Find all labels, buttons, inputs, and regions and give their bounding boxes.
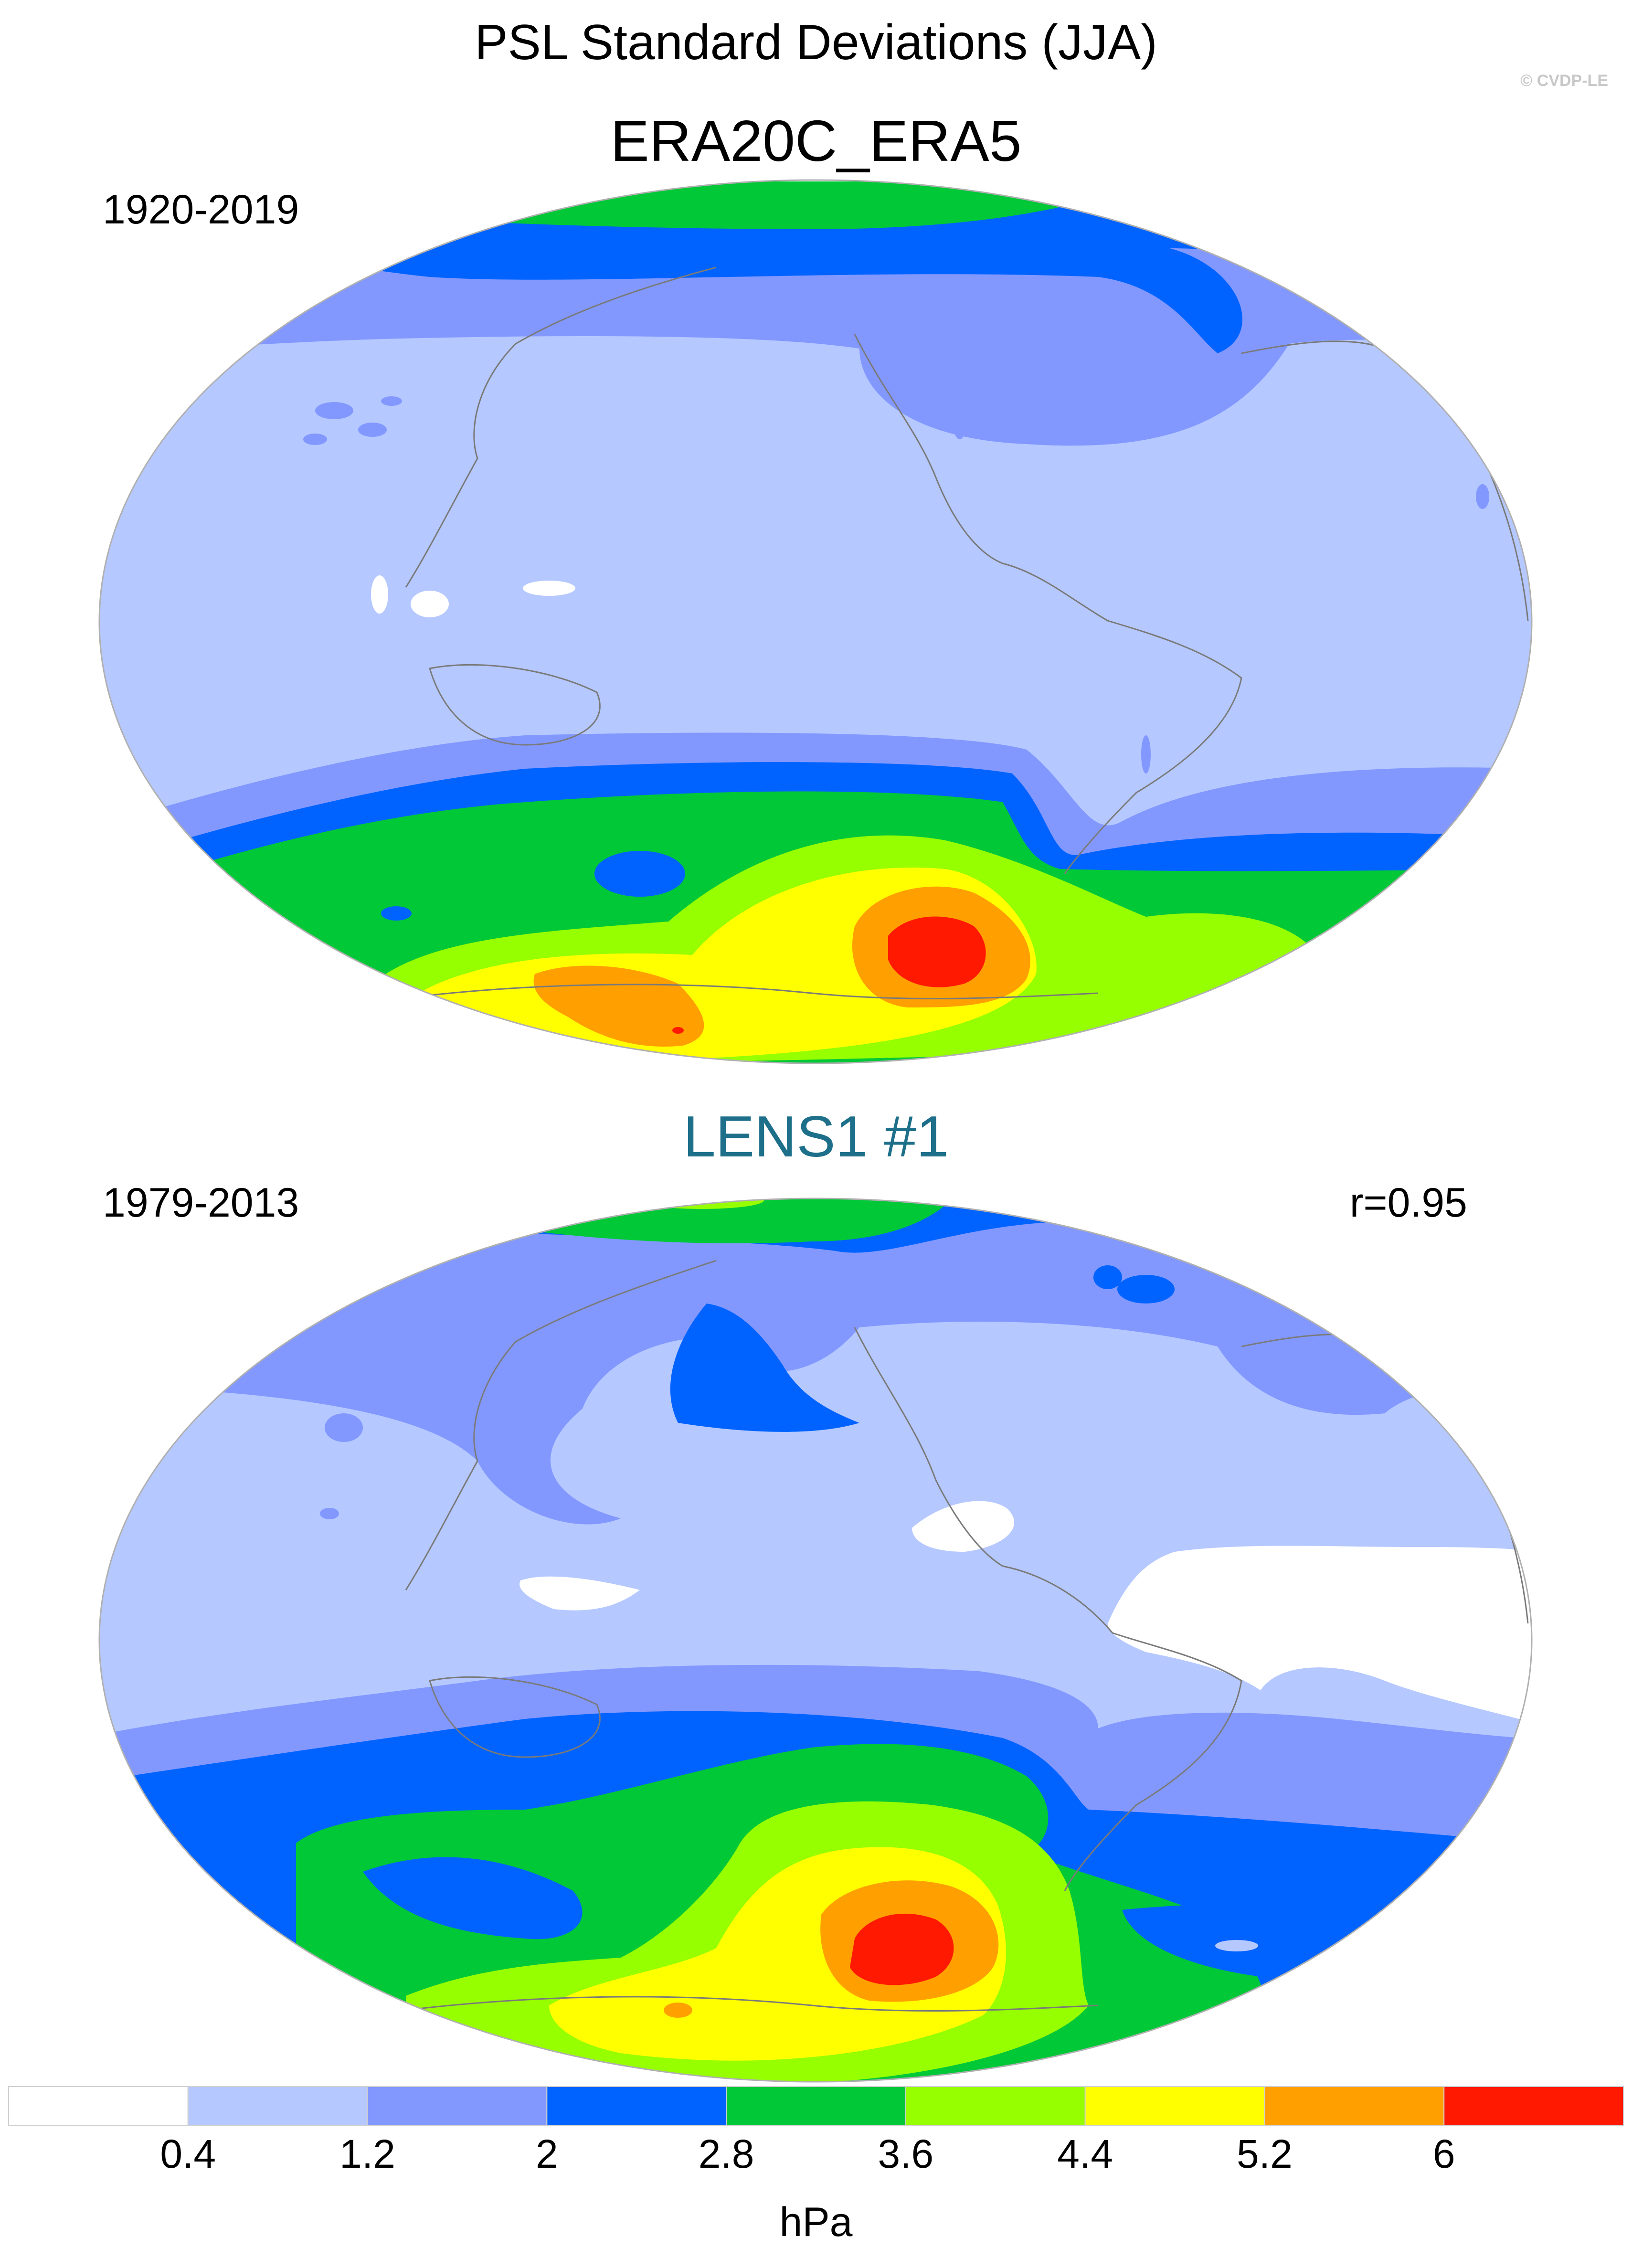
colorbar-swatch [8,2086,189,2126]
colorbar-swatch [187,2086,368,2126]
map-top-outline [98,179,1533,1064]
period-label-bottom: 1979-2013 [103,1180,299,1226]
colorbar-tick-label: 3.6 [878,2131,933,2176]
colorbar-tick-label: 4.4 [1057,2131,1113,2176]
colorbar-units-label: hPa [779,2199,853,2245]
map-bottom [99,1198,1532,2082]
map-top [99,181,1532,1063]
colorbar-tick-label: 2.8 [699,2131,754,2176]
credit-label: © CVDP-LE [1520,72,1608,90]
colorbar-swatch [905,2086,1086,2126]
panel-title-top: ERA20C_ERA5 [610,108,1022,173]
colorbar-swatch [546,2086,727,2126]
colorbar-swatch [367,2086,548,2126]
panel-title-bottom: LENS1 #1 [683,1104,949,1169]
colorbar-tick-label: 5.2 [1237,2131,1293,2176]
colorbar-tick-label: 1.2 [339,2131,395,2176]
colorbar-tick-label: 6 [1433,2131,1455,2176]
colorbar-swatch [1443,2086,1624,2126]
figure-title: PSL Standard Deviations (JJA) [475,15,1157,70]
map-bottom-outline [98,1198,1533,2083]
colorbar-swatch [726,2086,906,2126]
colorbar-swatch [1264,2086,1445,2126]
correlation-label-bottom: r=0.95 [1349,1180,1467,1226]
colorbar-swatch [1084,2086,1265,2126]
colorbar: 0.4 1.2 2 2.8 3.6 4.4 5.2 6 [8,2086,1624,2176]
period-label-top: 1920-2019 [103,187,299,233]
colorbar-tick-label: 2 [536,2131,558,2176]
colorbar-tick-label: 0.4 [160,2131,216,2176]
